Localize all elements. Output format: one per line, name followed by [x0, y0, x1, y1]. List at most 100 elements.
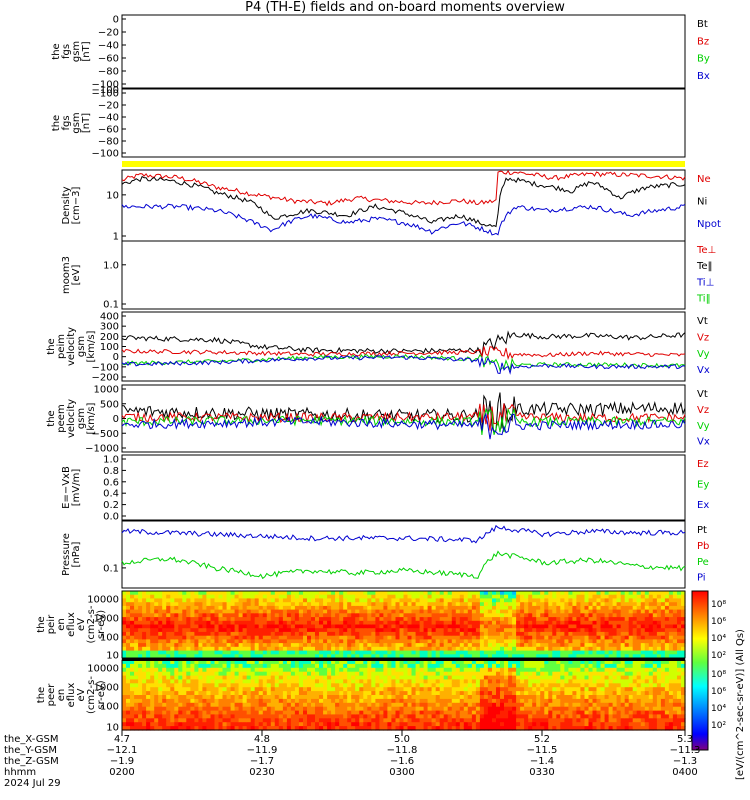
spectrogram-cell — [282, 609, 288, 614]
spectrogram-cell — [323, 605, 328, 611]
spectrogram-cell — [455, 654, 461, 659]
spectrogram-cell — [656, 602, 662, 607]
spectrogram-cell — [516, 726, 521, 731]
spectrogram-cell — [652, 643, 658, 648]
spectrogram-cell — [375, 695, 380, 700]
spectrogram-cell — [600, 706, 606, 712]
spectrogram-cell — [258, 650, 264, 655]
spectrogram-cell — [524, 679, 529, 684]
spectrogram-cell — [552, 675, 557, 681]
ytick-label-p6: 0 — [113, 352, 119, 363]
spectrogram-cell — [588, 617, 594, 622]
spectrogram-cell — [411, 624, 417, 629]
spectrogram-cell — [576, 710, 581, 716]
ylabel-line: sr-eV) — [96, 680, 107, 709]
spectrogram-cell — [327, 602, 332, 607]
spectrogram-cell — [262, 631, 268, 637]
spectrogram-cell — [282, 683, 288, 688]
spectrogram-cell — [363, 635, 368, 640]
spectrogram-cell — [600, 667, 606, 673]
spectrogram-cell — [134, 624, 139, 629]
spectrogram-cell — [681, 635, 686, 640]
spectrogram-cell — [166, 671, 171, 677]
spectrogram-cell — [286, 617, 292, 622]
spectrogram-cell — [532, 706, 537, 712]
spectrogram-cell — [516, 687, 521, 692]
spectrogram-cell — [383, 706, 388, 712]
spectrogram-cell — [254, 679, 260, 684]
spectrogram-cell — [455, 594, 461, 599]
spectrogram-cell — [315, 624, 320, 629]
spectrogram-cell — [138, 663, 143, 669]
spectrogram-cell — [407, 702, 413, 708]
spectrogram-cell — [471, 617, 477, 622]
spectrogram-cell — [435, 620, 441, 626]
spectrogram-cell — [202, 675, 207, 681]
spectrogram-cell — [512, 620, 517, 626]
spectrogram-cell — [246, 602, 252, 607]
spectrogram-cell — [278, 687, 284, 692]
spectrogram-cell — [327, 620, 332, 626]
spectrogram-cell — [202, 726, 207, 731]
spectrogram-cell — [379, 710, 384, 716]
spectrogram-cell — [612, 617, 618, 622]
spectrogram-cell — [351, 628, 356, 633]
spectrogram-cell — [202, 722, 207, 727]
spectrogram-cell — [359, 602, 364, 607]
spectrogram-cell — [315, 650, 320, 655]
spectrogram-cell — [262, 660, 268, 665]
spectrogram-cell — [624, 710, 630, 716]
spectrogram-cell — [588, 714, 594, 719]
spectrogram-cell — [500, 631, 505, 637]
spectrogram-cell — [347, 675, 352, 681]
spectrogram-cell — [142, 683, 147, 688]
spectrogram-cell — [246, 594, 252, 599]
spectrogram-cell — [636, 620, 642, 626]
spectrogram-cell — [552, 687, 557, 692]
spectrogram-cell — [512, 679, 517, 684]
spectrogram-cell — [343, 609, 348, 614]
spectrogram-cell — [508, 620, 513, 626]
spectrogram-cell — [576, 687, 581, 692]
spectrogram-cell — [411, 663, 417, 669]
spectrogram-cell — [122, 605, 127, 611]
spectrogram-cell — [568, 602, 573, 607]
ytick-label-p8: 0.2 — [103, 500, 119, 511]
spectrogram-cell — [447, 706, 453, 712]
spectrogram-cell — [359, 663, 364, 669]
spectrogram-cell — [439, 643, 445, 648]
spectrogram-cell — [315, 591, 320, 596]
spectrogram-cell — [262, 594, 268, 599]
spectrogram-cell — [479, 714, 485, 719]
spectrogram-cell — [371, 602, 376, 607]
spectrogram-cell — [500, 710, 505, 716]
spectrogram-cell — [528, 605, 533, 611]
spectrogram-cell — [303, 654, 308, 659]
spectrogram-cell — [672, 628, 678, 633]
spectrogram-cell — [652, 605, 658, 611]
spectrogram-cell — [391, 646, 396, 652]
spectrogram-cell — [226, 635, 232, 640]
spectrogram-cell — [174, 654, 179, 659]
spectrogram-cell — [592, 695, 598, 700]
spectrogram-cell — [331, 722, 336, 727]
spectrogram-cell — [455, 609, 461, 614]
spectrogram-cell — [290, 702, 296, 708]
spectrogram-cell — [307, 687, 312, 692]
spectrogram-cell — [536, 660, 541, 665]
spectrogram-cell — [122, 679, 127, 684]
spectrogram-cell — [347, 628, 352, 633]
spectrogram-cell — [504, 698, 509, 704]
spectrogram-cell — [540, 718, 545, 723]
spectrogram-cell — [286, 663, 292, 669]
spectrogram-cell — [254, 722, 260, 727]
spectrogram-cell — [202, 710, 207, 716]
spectrogram-cell — [644, 643, 650, 648]
spectrogram-cell — [262, 710, 268, 716]
spectrogram-cell — [319, 605, 324, 611]
spectrogram-cell — [564, 671, 569, 677]
spectrogram-cell — [556, 660, 561, 665]
spectrogram-cell — [218, 605, 224, 611]
spectrogram-cell — [278, 660, 284, 665]
spectrogram-cell — [608, 675, 614, 681]
